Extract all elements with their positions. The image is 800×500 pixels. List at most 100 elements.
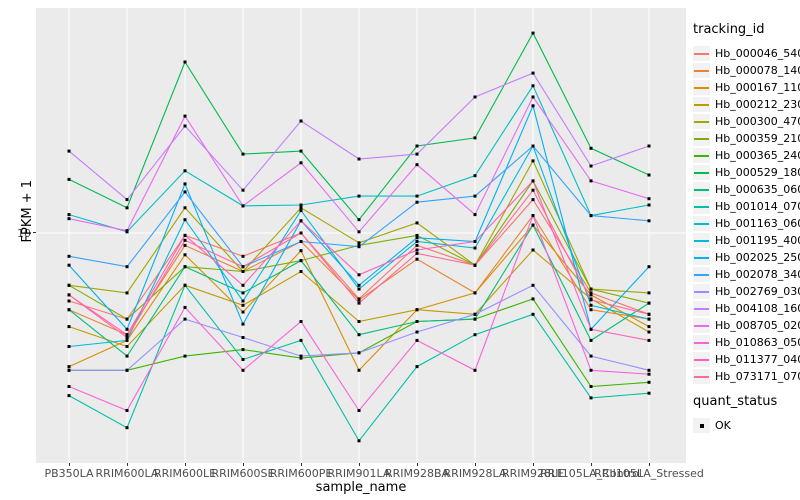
data-point (183, 243, 187, 247)
data-point (415, 308, 419, 312)
data-point (125, 265, 129, 269)
data-point (125, 338, 129, 342)
data-point (299, 203, 303, 207)
x-tick-label: PB350LA (44, 467, 94, 480)
data-point (241, 322, 245, 326)
legend-item: Hb_000046_540 (693, 45, 800, 62)
data-point (531, 283, 535, 287)
legend2-title: quant_status (693, 394, 778, 409)
data-point (67, 293, 71, 297)
data-point (125, 206, 129, 210)
data-point (241, 270, 245, 273)
data-point (415, 330, 419, 334)
data-point (415, 233, 419, 237)
legend-key-icon (693, 148, 710, 163)
data-point (125, 198, 129, 202)
data-point (589, 338, 593, 342)
data-point (415, 257, 419, 261)
data-point (531, 159, 535, 163)
legend-item: Hb_011377_040 (693, 351, 800, 368)
legend-item: Hb_008705_020 (693, 317, 800, 334)
data-point (415, 243, 419, 247)
legend-item-label: Hb_008705_020 (715, 319, 800, 332)
x-tick-label: RRIM600LE (153, 467, 217, 480)
data-point (67, 213, 71, 217)
data-point (473, 136, 477, 140)
legend-item-label: Hb_001014_070 (715, 200, 800, 213)
data-point (589, 385, 593, 388)
data-point (473, 240, 477, 243)
data-point (125, 333, 129, 337)
data-point (589, 164, 593, 168)
data-point (357, 287, 361, 291)
data-point (589, 396, 593, 400)
legend-item-label: Hb_073171_070 (715, 370, 800, 383)
data-point (531, 297, 535, 301)
data-point (125, 345, 129, 348)
data-point (183, 206, 187, 210)
data-point (183, 190, 187, 194)
data-point (415, 200, 419, 204)
data-point (415, 248, 419, 252)
data-point (125, 336, 129, 339)
x-tick-label: RRII105LA_Stressed (594, 467, 704, 480)
data-point (67, 254, 71, 258)
data-point (241, 204, 245, 208)
legend-item-label: Hb_002025_250 (715, 251, 800, 264)
legend-item-label: Hb_000046_540 (715, 47, 800, 60)
data-point (531, 71, 535, 75)
x-tick-label: RRIM600SE (211, 467, 275, 480)
legend-key-icon (693, 216, 710, 231)
data-point (241, 265, 245, 269)
x-tick-mark (591, 463, 592, 466)
data-point (241, 283, 245, 287)
legend-item: Hb_001163_060 (693, 215, 800, 232)
legend-item: Hb_000300_470 (693, 113, 800, 130)
data-point (589, 291, 593, 295)
data-point (67, 283, 71, 287)
data-point (357, 439, 361, 443)
legend-item: Hb_000365_240 (693, 147, 800, 164)
data-point (183, 305, 187, 309)
legend-item-label: Hb_000529_180 (715, 166, 800, 179)
data-point (67, 385, 71, 388)
data-point (415, 144, 419, 148)
data-point (415, 338, 419, 342)
data-point (415, 221, 419, 225)
data-point (357, 230, 361, 234)
data-point (67, 308, 71, 312)
legend-item-ok: OK (693, 417, 799, 434)
x-tick-label: RRII105LA_Control (540, 467, 642, 480)
y-tick-label: 10 (17, 227, 31, 240)
legend-items: Hb_000046_540 Hb_000078_140 Hb_000167_110 H… (693, 45, 800, 385)
legend-item-label: Hb_002078_340 (715, 268, 800, 281)
legend-item-label: Hb_000359_210 (715, 132, 800, 145)
data-point (415, 163, 419, 167)
data-point (589, 214, 593, 218)
y-tick-mark (33, 232, 36, 233)
legend-item: Hb_004108_160 (693, 300, 800, 317)
data-point (125, 426, 129, 430)
data-point (531, 84, 535, 88)
legend-item: Hb_000078_140 (693, 62, 800, 79)
data-point (357, 245, 361, 249)
data-point (647, 265, 651, 269)
x-tick-label: RRIM600PE (269, 467, 333, 480)
data-point (241, 299, 245, 303)
data-point (125, 291, 129, 295)
data-point (647, 325, 651, 329)
data-point (473, 263, 477, 267)
data-point (357, 298, 361, 302)
x-tick-label: RRIM600LA (95, 467, 159, 480)
data-point (415, 236, 419, 240)
data-point (531, 179, 535, 183)
data-point (183, 124, 187, 128)
data-point (299, 338, 303, 342)
legend-item-label: Hb_011377_040 (715, 353, 800, 366)
x-tick-mark (533, 463, 534, 466)
legend-quant-status: quant_status OK (693, 394, 799, 434)
data-point (647, 173, 651, 177)
data-point (473, 291, 477, 295)
data-point (415, 240, 419, 243)
data-point (531, 312, 535, 316)
